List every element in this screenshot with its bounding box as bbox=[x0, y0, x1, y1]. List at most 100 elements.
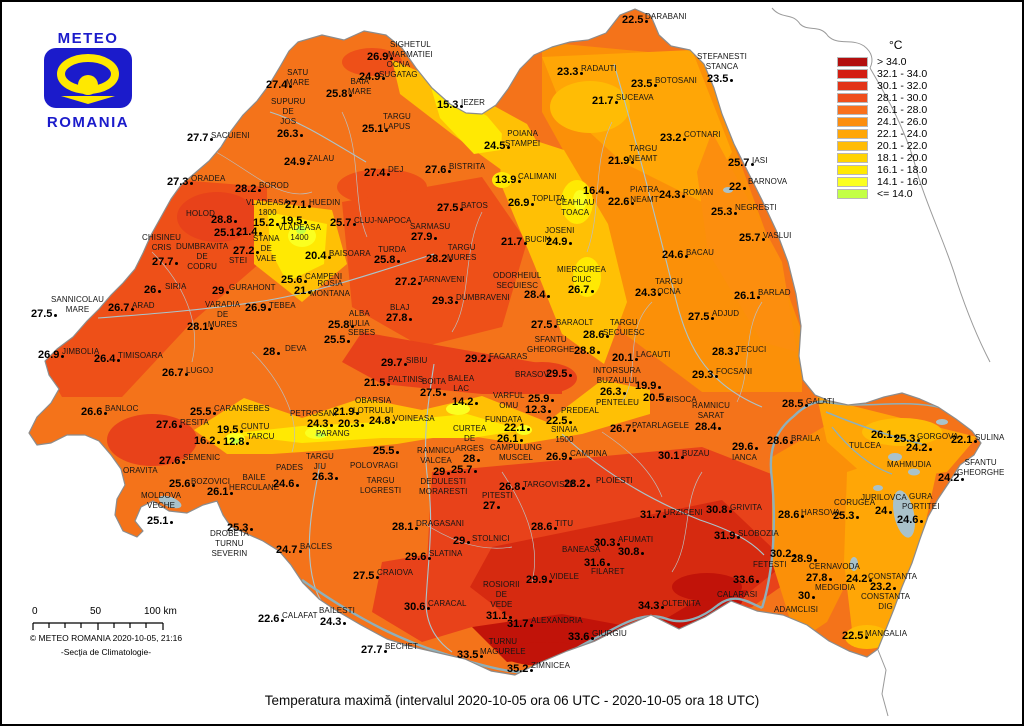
station-name: ROMAN bbox=[683, 188, 714, 197]
station-name: MANGALIA bbox=[865, 629, 908, 638]
station-name: PARANG bbox=[316, 429, 350, 438]
station-value: 28.3 bbox=[712, 347, 738, 358]
station-value: 12.8 bbox=[223, 437, 249, 448]
legend-range-label: <= 14.0 bbox=[877, 188, 913, 200]
station-value: 27.4 bbox=[266, 80, 292, 91]
legend-range-label: > 34.0 bbox=[877, 56, 907, 68]
station-value: 21.9 bbox=[333, 407, 359, 418]
station-name: OBARSIA LOTRULUI bbox=[353, 396, 394, 415]
legend-items: > 34.0 32.1 - 34.0 30.1 - 32.0 28.1 - 30.0 2… bbox=[837, 56, 927, 200]
station-name: BAIA MARE bbox=[348, 77, 372, 96]
station-value: 25.9 bbox=[528, 394, 554, 405]
station-name: TARNAVENI bbox=[419, 275, 465, 284]
station-value: 21.4 bbox=[236, 227, 262, 238]
station-name: BECHET bbox=[385, 642, 419, 651]
station-name: SEBES bbox=[348, 328, 376, 337]
station-name: PLOIESTI bbox=[596, 476, 633, 485]
station-name: BOITA bbox=[422, 377, 446, 386]
station-value: 28.6 bbox=[531, 522, 557, 533]
legend-item: 26.1 - 28.0 bbox=[837, 104, 927, 116]
station-name: BALEA LAC bbox=[448, 374, 475, 393]
station-value: 30.8 bbox=[706, 505, 732, 516]
station-name: BRASOV bbox=[515, 370, 549, 379]
station-value: 29.2 bbox=[465, 354, 491, 365]
copyright-line: © METEO ROMANIA 2020-10-05, 21:16 bbox=[29, 633, 183, 643]
station-name: MIERCUREA CIUC bbox=[557, 265, 606, 284]
station-name: MEDGIDIA bbox=[815, 583, 856, 592]
station-value: 28.2 bbox=[426, 254, 452, 265]
station-value: 22.1 bbox=[951, 435, 977, 446]
station-value: 33.5 bbox=[457, 650, 483, 661]
station-value: 29.3 bbox=[692, 370, 718, 381]
station-name: DEJ bbox=[388, 165, 404, 174]
station-name: DRAGASANI bbox=[416, 519, 465, 528]
station-name: TARGU SECUIESC bbox=[603, 318, 645, 337]
station-value: 24 bbox=[875, 506, 892, 517]
legend-item: 32.1 - 34.0 bbox=[837, 68, 927, 80]
station-name: BAILE HERCULANE bbox=[229, 473, 280, 492]
station-name: CURTEA DE ARGES bbox=[453, 424, 487, 453]
legend-item: 28.1 - 30.0 bbox=[837, 92, 927, 104]
station-value: 31.9 bbox=[714, 531, 740, 542]
station-name: SLOBOZIA bbox=[738, 529, 779, 538]
legend-range-label: 28.1 - 30.0 bbox=[877, 92, 928, 104]
station-name: CALAFAT bbox=[282, 611, 318, 620]
station-name: STEFANESTI STANCA bbox=[697, 52, 747, 71]
scale-label-0: 0 bbox=[32, 606, 38, 617]
legend-swatch bbox=[837, 93, 868, 103]
station-name: SINAIA 1500 bbox=[551, 425, 578, 444]
station-name: ALEXANDRIA bbox=[531, 616, 583, 625]
station-name: SANNICOLAU MARE bbox=[51, 295, 105, 314]
legend-range-label: 14.1 - 16.0 bbox=[877, 176, 928, 188]
station-value: 15.3 bbox=[437, 100, 463, 111]
station-value: 21 bbox=[294, 286, 311, 297]
station-value: 28.8 bbox=[211, 215, 237, 226]
scale-label-50: 50 bbox=[90, 606, 102, 617]
station-name: BACAU bbox=[686, 248, 715, 257]
meteo-romania-logo-icon bbox=[44, 48, 132, 108]
station-value: 25.3 bbox=[894, 434, 920, 445]
station-name: DARABANI bbox=[645, 12, 687, 21]
station-name: CONSTANTA bbox=[868, 572, 918, 581]
station-name: JIMBOLIA bbox=[62, 347, 100, 356]
legend-title: °C bbox=[889, 38, 903, 52]
station-value: 24.6 bbox=[897, 515, 923, 526]
station-value: 19.5 bbox=[281, 216, 307, 227]
legend-range-label: 18.1 - 20.0 bbox=[877, 152, 928, 164]
station-name: OCNA SUGATAG bbox=[379, 60, 418, 79]
logo-text-meteo: METEO bbox=[57, 30, 119, 47]
station-name: TARCU bbox=[247, 432, 275, 441]
station-name: ADJUD bbox=[712, 309, 740, 318]
station-value: 23.2 bbox=[870, 582, 896, 593]
station-name: GURAHONT bbox=[229, 283, 276, 292]
legend-item: 18.1 - 20.0 bbox=[837, 152, 927, 164]
station-name: RADAUTI bbox=[581, 64, 617, 73]
station-value: 25.1 bbox=[147, 516, 173, 527]
station-value: 16.4 bbox=[583, 186, 609, 197]
station-value: 24.5 bbox=[484, 141, 510, 152]
legend-range-label: 32.1 - 34.0 bbox=[877, 68, 928, 80]
station-value: 30.6 bbox=[404, 602, 430, 613]
legend-swatch bbox=[837, 189, 868, 199]
station-value: 23.3 bbox=[557, 67, 583, 78]
station-name: ZALAU bbox=[308, 154, 335, 163]
station-value: 24.8 bbox=[369, 416, 395, 427]
legend-item: 22.1 - 24.0 bbox=[837, 128, 927, 140]
station-value: 29 bbox=[212, 286, 229, 297]
station-name: SACUIENI bbox=[211, 131, 250, 140]
station-name: HOLOD bbox=[186, 209, 215, 218]
legend-item: 24.1 - 26.0 bbox=[837, 116, 927, 128]
station-name: STANA DE VALE bbox=[253, 234, 280, 263]
station-value: 27.5 bbox=[531, 320, 557, 331]
station-name: IASI bbox=[752, 156, 768, 165]
scale-label-100: 100 km bbox=[144, 606, 177, 617]
station-value: 28.8 bbox=[574, 346, 600, 357]
station-value: 27.5 bbox=[353, 571, 379, 582]
station-value: 26.7 bbox=[610, 424, 636, 435]
station-value: 27.9 bbox=[411, 232, 437, 243]
station-name: CERNAVODA bbox=[809, 562, 860, 571]
station-name: CAMPENI bbox=[305, 272, 343, 281]
credits: © METEO ROMANIA 2020-10-05, 21:16 -Secţi… bbox=[16, 633, 196, 657]
station-value: 26.3 bbox=[277, 129, 303, 140]
